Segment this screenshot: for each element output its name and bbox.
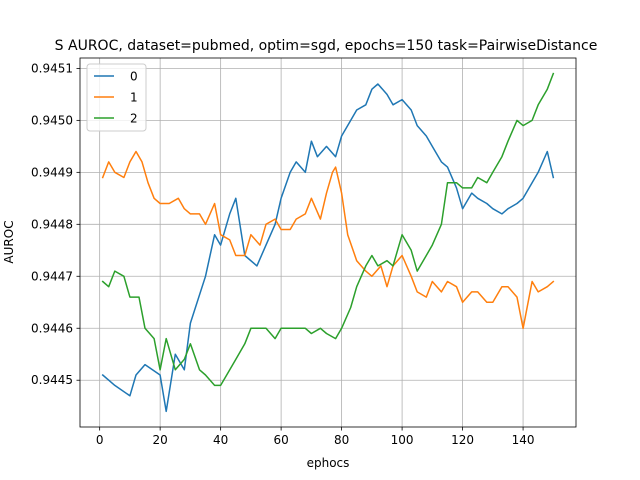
y-tick-label: 0.9448	[31, 217, 73, 231]
legend-label-1: 1	[130, 91, 138, 105]
chart-title: S AUROC, dataset=pubmed, optim=sgd, epoc…	[55, 38, 598, 54]
y-tick-label: 0.9450	[31, 113, 73, 127]
x-tick-label: 120	[451, 433, 474, 447]
x-tick-label: 20	[153, 433, 168, 447]
grid	[80, 58, 576, 427]
y-axis: 0.9445 0.9446 0.9447 0.9448 0.9449 0.9450 0.94…	[31, 61, 80, 387]
y-tick-label: 0.9445	[31, 373, 73, 387]
x-axis: 0 20 40 60 80 100 120 140	[96, 427, 535, 447]
series-layer	[101, 72, 555, 413]
y-tick-label: 0.9451	[31, 61, 73, 75]
x-tick-label: 80	[334, 433, 349, 447]
x-tick-label: 100	[391, 433, 414, 447]
plot-frame	[79, 57, 577, 428]
series-line-0	[101, 83, 555, 413]
x-tick-label: 0	[96, 433, 104, 447]
series-line-1	[101, 150, 555, 330]
y-tick-label: 0.9446	[31, 321, 73, 335]
legend-label-2: 2	[130, 112, 138, 126]
x-tick-label: 140	[512, 433, 535, 447]
x-tick-label: 40	[213, 433, 228, 447]
x-tick-label: 60	[273, 433, 288, 447]
legend-box	[86, 63, 147, 132]
plot-area	[80, 58, 576, 427]
x-axis-label: ephocs	[307, 456, 350, 470]
legend-label-0: 0	[130, 70, 138, 84]
y-axis-label: AUROC	[2, 220, 16, 263]
legend: 0 1 2	[86, 63, 147, 132]
y-tick-label: 0.9449	[31, 165, 73, 179]
y-tick-label: 0.9447	[31, 269, 73, 283]
series-line-2	[101, 72, 555, 387]
